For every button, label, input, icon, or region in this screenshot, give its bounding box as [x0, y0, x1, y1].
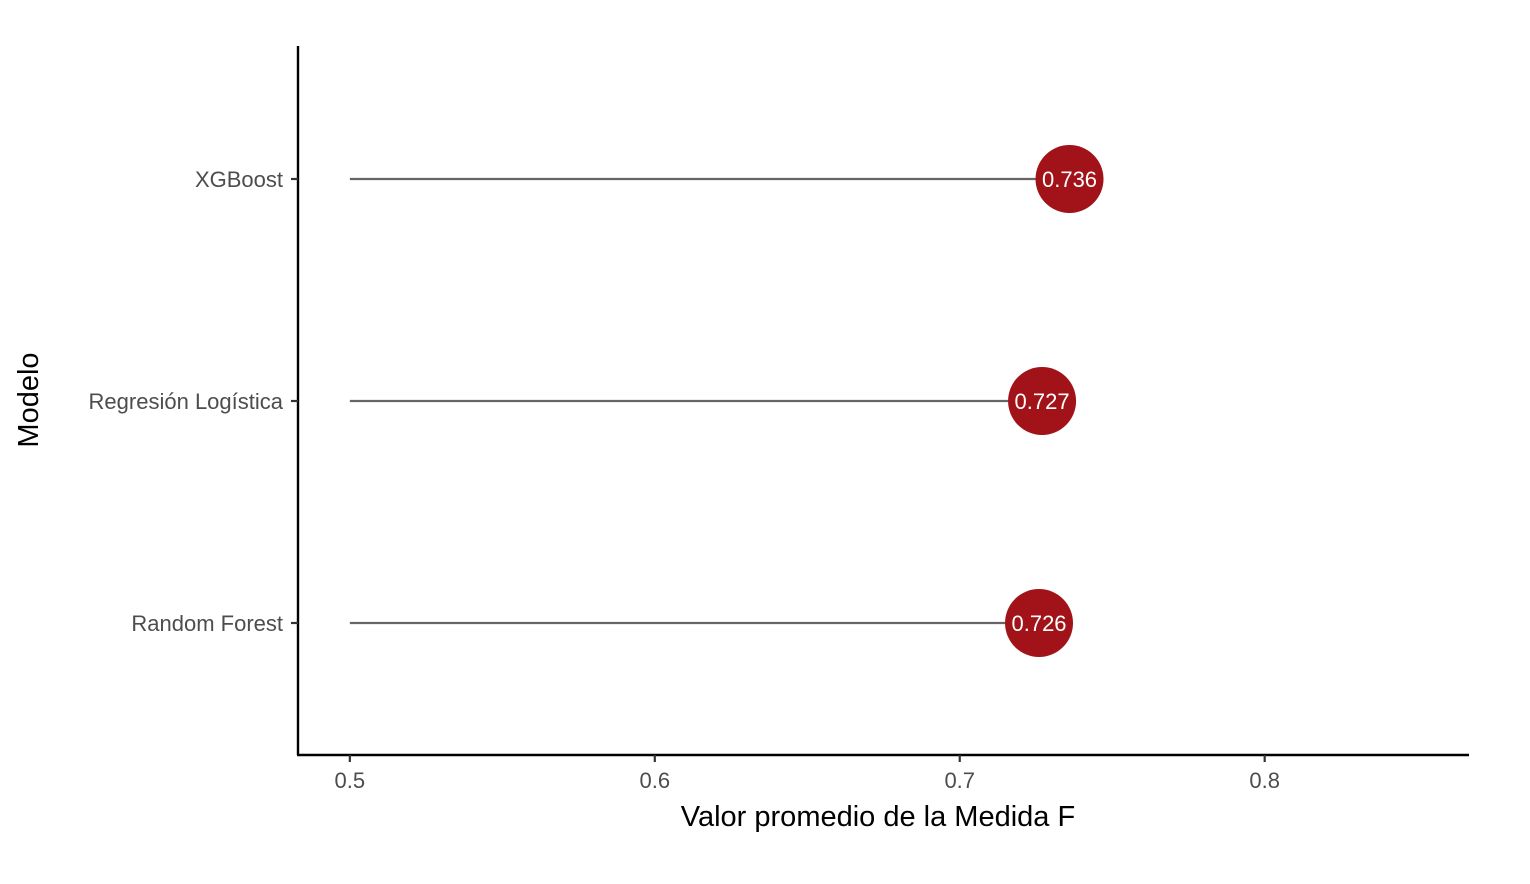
x-ticks-layer: 0.5 0.6 0.7 0.8	[335, 755, 1280, 793]
point-value-label: 0.727	[1015, 389, 1070, 414]
points-layer: 0.736 0.727 0.726	[1005, 145, 1104, 657]
y-ticks-layer: XGBoost Regresión Logística Random Forest	[89, 167, 298, 636]
x-tick-label: 0.5	[335, 768, 366, 793]
stems-layer	[349, 177, 1070, 625]
x-axis-title: Valor promedio de la Medida F	[681, 801, 1075, 833]
x-tick-label: 0.6	[639, 768, 670, 793]
data-point	[1008, 367, 1077, 435]
y-tick-label: Random Forest	[131, 611, 283, 636]
y-tick-label: XGBoost	[195, 167, 283, 192]
point-value-label: 0.726	[1011, 611, 1066, 636]
x-tick-label: 0.7	[944, 768, 975, 793]
x-tick-label: 0.8	[1249, 768, 1280, 793]
y-axis-title: Modelo	[13, 352, 45, 447]
data-point	[1035, 145, 1104, 213]
point-value-label: 0.736	[1042, 167, 1097, 192]
data-point	[1005, 589, 1074, 657]
y-tick-label: Regresión Logística	[89, 389, 284, 414]
